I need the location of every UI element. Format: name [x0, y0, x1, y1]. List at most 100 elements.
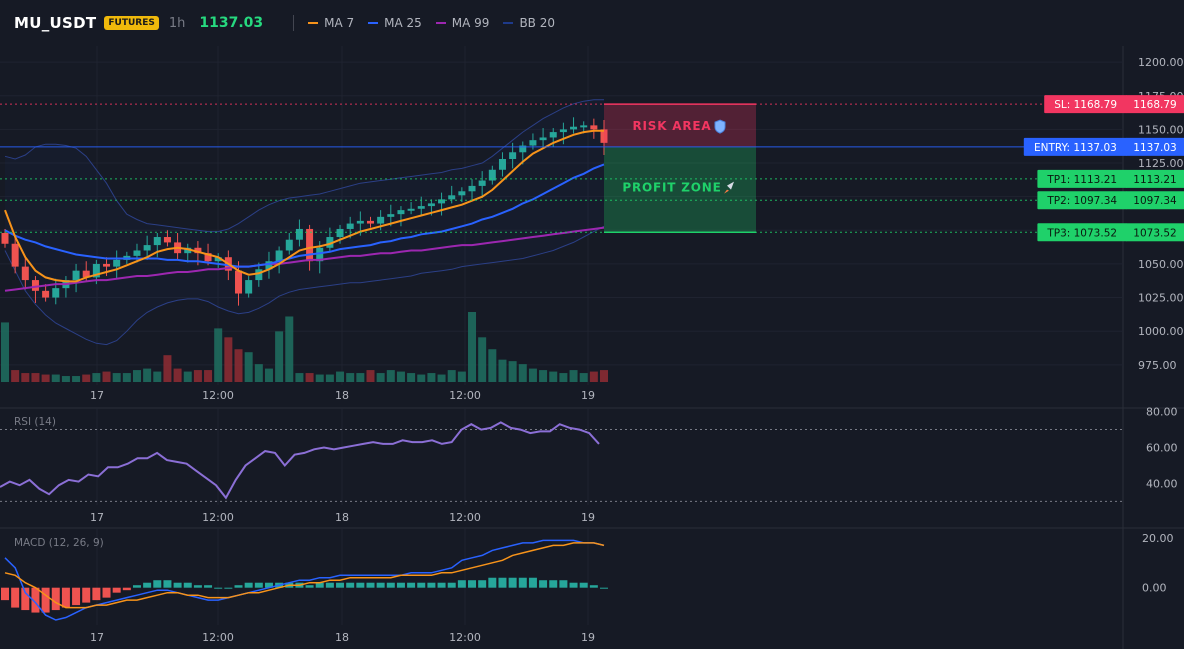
bollinger-band-fill [5, 99, 604, 345]
macd-histogram-bar [31, 587, 40, 613]
candle-body [417, 206, 425, 209]
candle-body [397, 210, 405, 215]
volume-bar [325, 374, 334, 382]
candle-body [448, 195, 456, 200]
volume-bar [72, 376, 81, 382]
candle-body [478, 180, 486, 186]
volume-bar [427, 373, 436, 382]
macd-histogram-bar [396, 582, 405, 588]
macd-histogram-bar [82, 587, 91, 603]
macd-histogram-bar [315, 582, 324, 588]
time-tick-label: 12:00 [202, 631, 234, 644]
macd-histogram-bar [569, 582, 578, 588]
macd-histogram-bar [244, 582, 253, 588]
volume-bar [417, 374, 426, 382]
volume-bar [204, 370, 213, 382]
volume-bar [437, 374, 446, 382]
level-tag-label: SL: 1168.79 [1054, 99, 1117, 111]
volume-bar [61, 376, 70, 382]
candle-body [143, 245, 151, 251]
price-tick-label: 1200.00 [1138, 56, 1184, 69]
candle-body [245, 280, 253, 294]
candle-body [356, 220, 364, 224]
candle-body [92, 263, 100, 278]
macd-histogram-bar [163, 580, 172, 588]
timeframe-label[interactable]: 1h [168, 15, 186, 31]
macd-histogram-bar [132, 585, 141, 588]
candle-body [11, 243, 19, 267]
macd-histogram-bar [356, 582, 365, 588]
legend-label: MA 7 [324, 16, 355, 30]
macd-title: MACD (12, 26, 9) [14, 537, 104, 549]
volume-bar [224, 337, 233, 382]
price-tick-label: 1150.00 [1138, 123, 1184, 136]
macd-histogram-bar [457, 580, 466, 588]
ma7-line [4, 129, 604, 283]
volume-bar [51, 374, 60, 382]
time-tick-label: 12:00 [449, 631, 481, 644]
legend-ma99[interactable]: MA 99 [435, 16, 489, 30]
time-tick-label: 19 [581, 511, 595, 524]
volume-bar [386, 370, 395, 382]
candle-body [285, 239, 293, 251]
volume-bar [244, 352, 253, 382]
legend-ma7[interactable]: MA 7 [308, 16, 354, 30]
macd-histogram-bar [193, 585, 202, 588]
macd-histogram-bar [173, 582, 182, 588]
volume-bar [21, 373, 30, 382]
rsi-tick-label: 80.00 [1146, 406, 1178, 419]
legend-bb20[interactable]: BB 20 [503, 16, 555, 30]
time-tick-label: 19 [581, 389, 595, 402]
macd-histogram-bar [1, 587, 9, 601]
volume-bar [285, 316, 294, 382]
futures-badge: FUTURES [104, 16, 159, 30]
legend-ma25[interactable]: MA 25 [368, 16, 422, 30]
volume-bar [193, 370, 202, 382]
candle-body [346, 223, 354, 229]
price-axis-marker-label: 1113.21 [1133, 174, 1176, 186]
risk-area-label: RISK AREA [632, 119, 711, 133]
macd-histogram-bar [234, 585, 243, 588]
price-axis-marker-label: 1168.79 [1133, 99, 1176, 111]
candle-body [275, 250, 283, 262]
candle-body [295, 228, 303, 240]
candle-body [519, 145, 527, 153]
volume-bar [1, 322, 9, 382]
macd-histogram-bar [153, 580, 162, 588]
volume-bar [305, 373, 314, 382]
candle-body [366, 220, 374, 224]
level-tag-label: TP1: 1113.21 [1046, 174, 1117, 186]
candle-body [509, 152, 517, 159]
time-tick-label: 12:00 [449, 389, 481, 402]
volume-bar [82, 374, 91, 382]
candle-body [1, 232, 9, 244]
candle-body [498, 159, 506, 170]
candle-body [31, 280, 39, 291]
legend-swatch [308, 22, 319, 24]
volume-bar [407, 373, 416, 382]
candle-body [306, 228, 314, 262]
volume-bar [539, 370, 548, 382]
macd-histogram-bar [264, 582, 273, 588]
volume-bar [559, 373, 568, 382]
symbol-name[interactable]: MU_USDT [14, 14, 97, 32]
level-tag [1037, 223, 1127, 242]
volume-bar [92, 373, 101, 382]
candle-body [184, 247, 192, 254]
volume-bar [163, 355, 172, 382]
level-tag [1037, 169, 1127, 188]
volume-bar [11, 370, 20, 382]
time-tick-label: 18 [335, 631, 349, 644]
macd-histogram-bar [336, 582, 345, 588]
volume-bar [295, 373, 304, 382]
candle-body [427, 203, 435, 207]
volume-bar [346, 373, 355, 382]
candle-body [387, 214, 395, 217]
legend-label: BB 20 [519, 16, 556, 30]
candle-body [570, 126, 578, 130]
volume-bar [214, 328, 223, 382]
time-tick-label: 12:00 [202, 511, 234, 524]
macd-histogram-bar [224, 587, 233, 589]
candle-body [133, 250, 141, 256]
